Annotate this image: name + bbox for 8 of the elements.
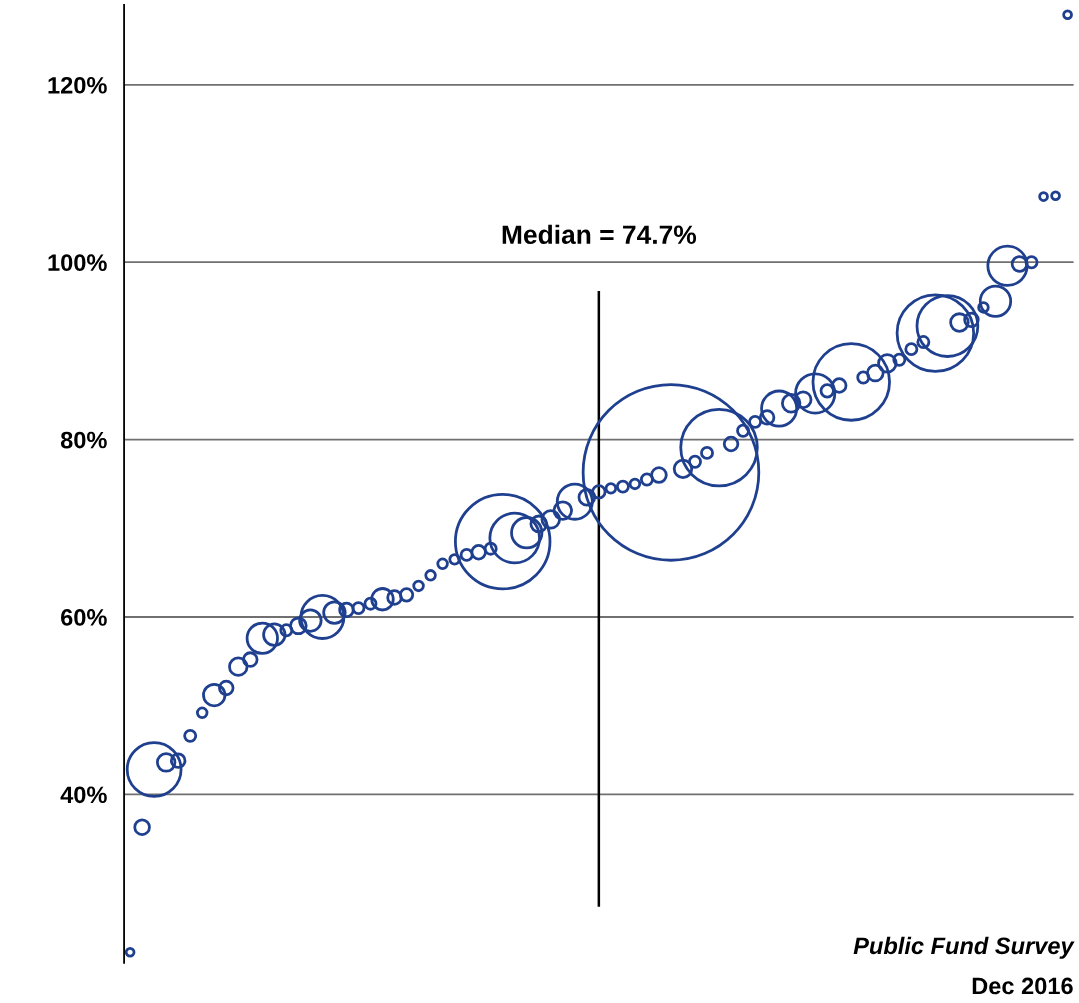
text: Dec 2016 — [972, 977, 1073, 995]
annotation: Median = 74.7% — [502, 224, 697, 245]
y-tick-label: 80% — [60, 431, 107, 449]
y-tick-label: 60% — [61, 609, 107, 626]
y-tick-label: 40% — [60, 786, 107, 804]
annotation: Public Fund Survey — [853, 936, 1075, 959]
y-tick-label: 100% — [48, 254, 107, 272]
y-tick-label: 120% — [48, 76, 107, 94]
